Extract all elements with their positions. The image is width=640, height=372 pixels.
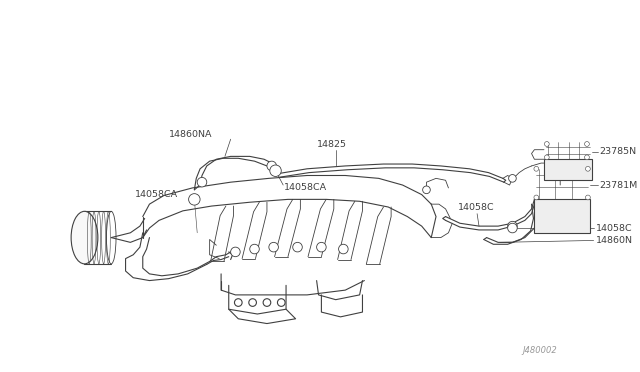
Circle shape: [508, 223, 517, 233]
Circle shape: [269, 243, 278, 252]
Text: 14058C: 14058C: [458, 202, 495, 212]
Circle shape: [250, 244, 259, 254]
Circle shape: [317, 243, 326, 252]
Circle shape: [509, 174, 516, 182]
Circle shape: [263, 299, 271, 307]
Text: J480002: J480002: [522, 346, 557, 355]
Circle shape: [534, 166, 539, 171]
Text: 23785N: 23785N: [600, 147, 637, 156]
Circle shape: [230, 247, 240, 257]
Circle shape: [584, 155, 589, 160]
Circle shape: [292, 243, 302, 252]
Ellipse shape: [71, 211, 98, 264]
Circle shape: [545, 155, 549, 160]
Circle shape: [508, 221, 517, 231]
Circle shape: [586, 166, 590, 171]
Circle shape: [267, 161, 276, 171]
Text: 23781M: 23781M: [600, 180, 637, 190]
FancyBboxPatch shape: [534, 199, 590, 233]
Circle shape: [249, 299, 257, 307]
Text: 14058C: 14058C: [596, 224, 632, 232]
Text: 14058CA: 14058CA: [135, 190, 179, 199]
Text: 14860NA: 14860NA: [168, 130, 212, 139]
Circle shape: [234, 299, 242, 307]
Circle shape: [586, 195, 590, 200]
FancyBboxPatch shape: [544, 159, 592, 180]
Circle shape: [189, 194, 200, 205]
Circle shape: [197, 177, 207, 187]
Circle shape: [278, 299, 285, 307]
Circle shape: [270, 165, 281, 176]
Text: 14058CA: 14058CA: [284, 183, 327, 192]
Circle shape: [534, 195, 539, 200]
Circle shape: [422, 186, 430, 194]
Text: 14825: 14825: [317, 140, 347, 150]
Text: 14860N: 14860N: [596, 236, 632, 245]
Circle shape: [584, 142, 589, 146]
Circle shape: [545, 142, 549, 146]
Circle shape: [339, 244, 348, 254]
